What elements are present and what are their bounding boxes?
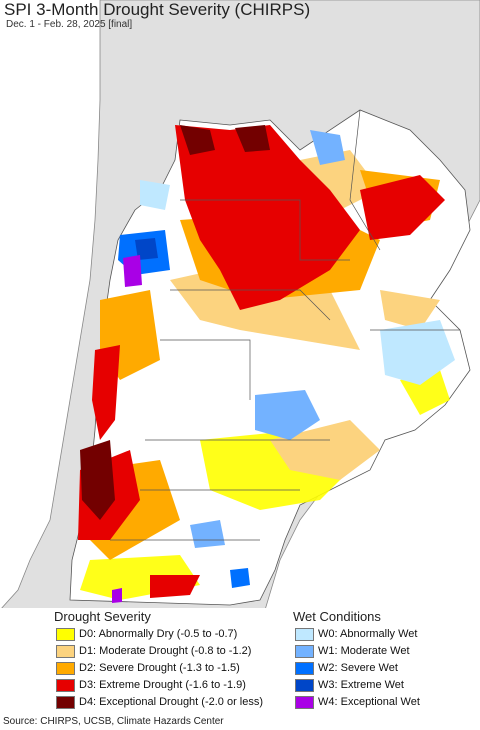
legend-label-w0: W0: Abnormally Wet — [318, 628, 418, 640]
map-subtitle: Dec. 1 - Feb. 28, 2025 [final] — [6, 19, 133, 30]
legend-item-w3: W3: Extreme Wet — [295, 678, 404, 692]
legend-swatch-d4 — [56, 695, 75, 709]
legend-swatch-d2 — [56, 661, 75, 675]
legend-swatch-w3 — [295, 678, 314, 692]
legend-swatch-d3 — [56, 678, 75, 692]
drought-d0-zone — [80, 370, 450, 600]
legend-item-d1: D1: Moderate Drought (-0.8 to -1.2) — [56, 644, 251, 658]
legend-swatch-w1 — [295, 644, 314, 658]
drought-d1-zone — [170, 150, 440, 480]
legend-item-w2: W2: Severe Wet — [295, 661, 398, 675]
legend-item-d3: D3: Extreme Drought (-1.6 to -1.9) — [56, 678, 246, 692]
wet-legend-heading: Wet Conditions — [293, 609, 381, 624]
legend-label-w2: W2: Severe Wet — [318, 662, 398, 674]
wet-w3-zone — [135, 238, 158, 260]
map-title: SPI 3-Month Drought Severity (CHIRPS) — [4, 0, 311, 19]
legend-swatch-w4 — [295, 695, 314, 709]
legend-swatch-w2 — [295, 661, 314, 675]
legend-label-d3: D3: Extreme Drought (-1.6 to -1.9) — [79, 679, 246, 691]
legend-label-d1: D1: Moderate Drought (-0.8 to -1.2) — [79, 645, 252, 657]
legend-swatch-w0 — [295, 627, 314, 641]
legend-swatch-d0 — [56, 627, 75, 641]
legend-item-d0: D0: Abnormally Dry (-0.5 to -0.7) — [56, 627, 237, 641]
wet-w0-zone — [140, 180, 455, 385]
source-credit: Source: CHIRPS, UCSB, Climate Hazards Ce… — [3, 716, 224, 727]
legend-label-d0: D0: Abnormally Dry (-0.5 to -0.7) — [79, 628, 238, 640]
legend-item-w1: W1: Moderate Wet — [295, 644, 410, 658]
legend-label-d4: D4: Exceptional Drought (-2.0 or less) — [79, 696, 264, 708]
drought-d4-zone — [80, 125, 270, 520]
legend-label-w3: W3: Extreme Wet — [318, 679, 404, 691]
legend: Drought Severity Wet Conditions D0: Abno… — [0, 608, 480, 712]
drought-legend-heading: Drought Severity — [54, 609, 151, 624]
drought-map — [0, 0, 480, 610]
province-borders — [110, 109, 460, 541]
drought-d2-zone — [80, 170, 440, 560]
legend-swatch-d1 — [56, 644, 75, 658]
legend-item-d2: D2: Severe Drought (-1.3 to -1.5) — [56, 661, 240, 675]
legend-item-w0: W0: Abnormally Wet — [295, 627, 417, 641]
legend-label-d2: D2: Severe Drought (-1.3 to -1.5) — [79, 662, 240, 674]
drought-d3-zone — [78, 125, 445, 598]
legend-label-w4: W4: Exceptional Wet — [318, 696, 420, 708]
legend-item-w4: W4: Exceptional Wet — [295, 695, 420, 709]
legend-label-w1: W1: Moderate Wet — [318, 645, 410, 657]
legend-item-d4: D4: Exceptional Drought (-2.0 or less) — [56, 695, 263, 709]
